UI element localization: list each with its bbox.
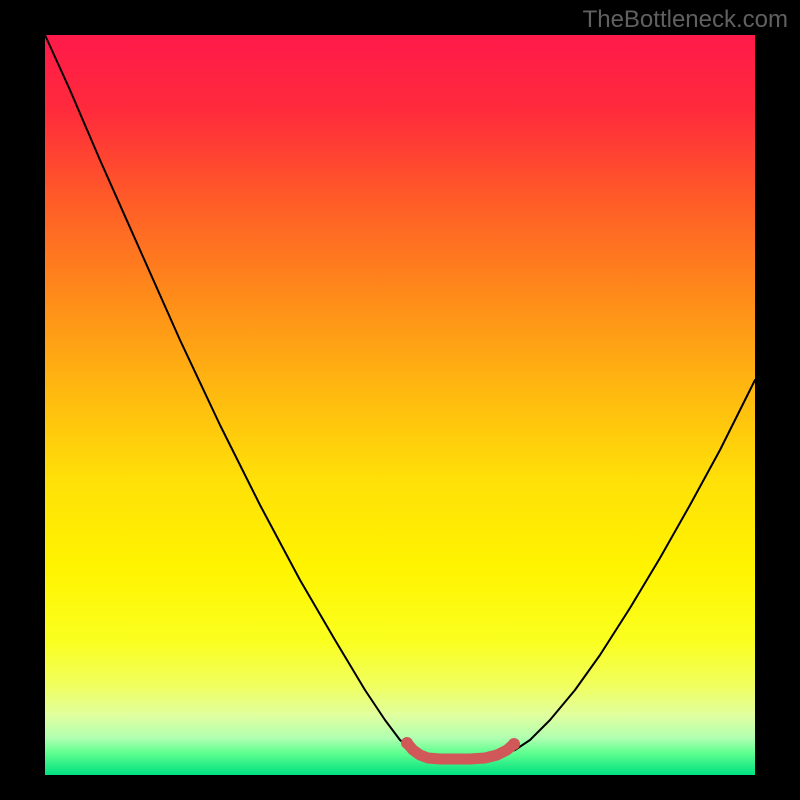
chart-svg (0, 0, 800, 800)
accent-end-dot-right (508, 738, 520, 750)
watermark-text: TheBottleneck.com (583, 6, 788, 34)
accent-end-dot-left (401, 737, 413, 749)
chart-container: TheBottleneck.com (0, 0, 800, 800)
plot-area (45, 35, 755, 775)
